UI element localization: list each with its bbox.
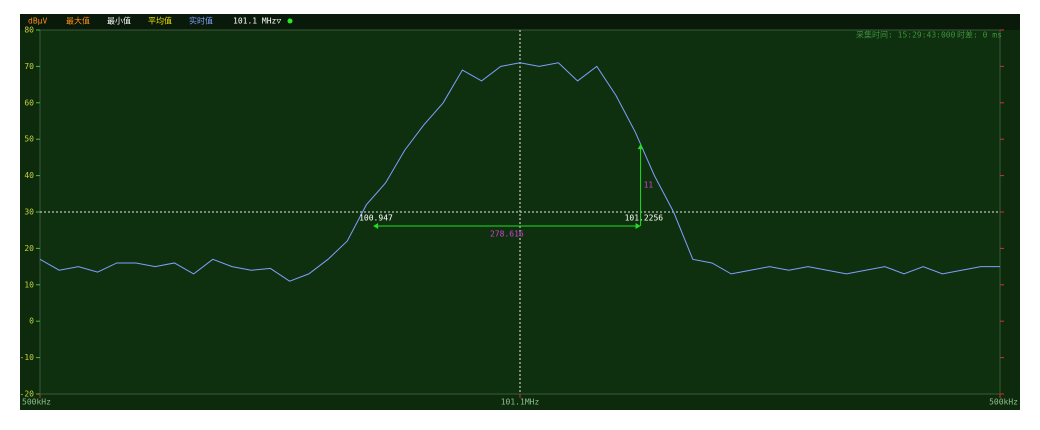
legend-item: 平均值 (148, 16, 172, 26)
y-tick-label: -20 (20, 390, 35, 399)
y-tick-label: 50 (24, 135, 34, 144)
top-bar (20, 14, 1020, 30)
y-tick-label: 80 (24, 26, 34, 35)
y-tick-label: -10 (20, 353, 35, 362)
capture-time: 采集时间: 15:29:43:000 (856, 30, 956, 40)
x-tick-label: 500kHz (989, 398, 1018, 407)
marker-label: 100.947 (359, 214, 393, 223)
legend-item: 最小值 (107, 16, 131, 26)
y-tick-label: 60 (24, 98, 34, 107)
y-tick-label: 20 (24, 244, 34, 253)
y-tick-label: 70 (24, 62, 34, 71)
arrow-right (635, 223, 641, 229)
spectrum-trace (39, 62, 1000, 282)
unit-label: dBμV (28, 17, 47, 26)
level-diff-label: 11 (644, 181, 654, 190)
frequency-label: 101.1 MHz▽ (233, 17, 281, 26)
x-tick-label: 500kHz (22, 398, 51, 407)
legend-item: 最大值 (66, 16, 90, 26)
time-diff: 时差: 0 ms (957, 30, 1002, 40)
span-label: 278.616 (490, 230, 524, 239)
y-tick-label: 40 (24, 171, 34, 180)
x-tick-label: 101.1MHz (501, 398, 540, 407)
arrow-up (637, 144, 644, 150)
legend-item: 实时值 (189, 16, 213, 26)
y-tick-label: 10 (24, 280, 34, 289)
y-tick-label: 0 (29, 317, 34, 326)
marker-label: 101.2256 (625, 214, 664, 223)
y-tick-label: 30 (24, 208, 34, 217)
status-dot (287, 18, 293, 24)
arrow-left (373, 223, 379, 229)
